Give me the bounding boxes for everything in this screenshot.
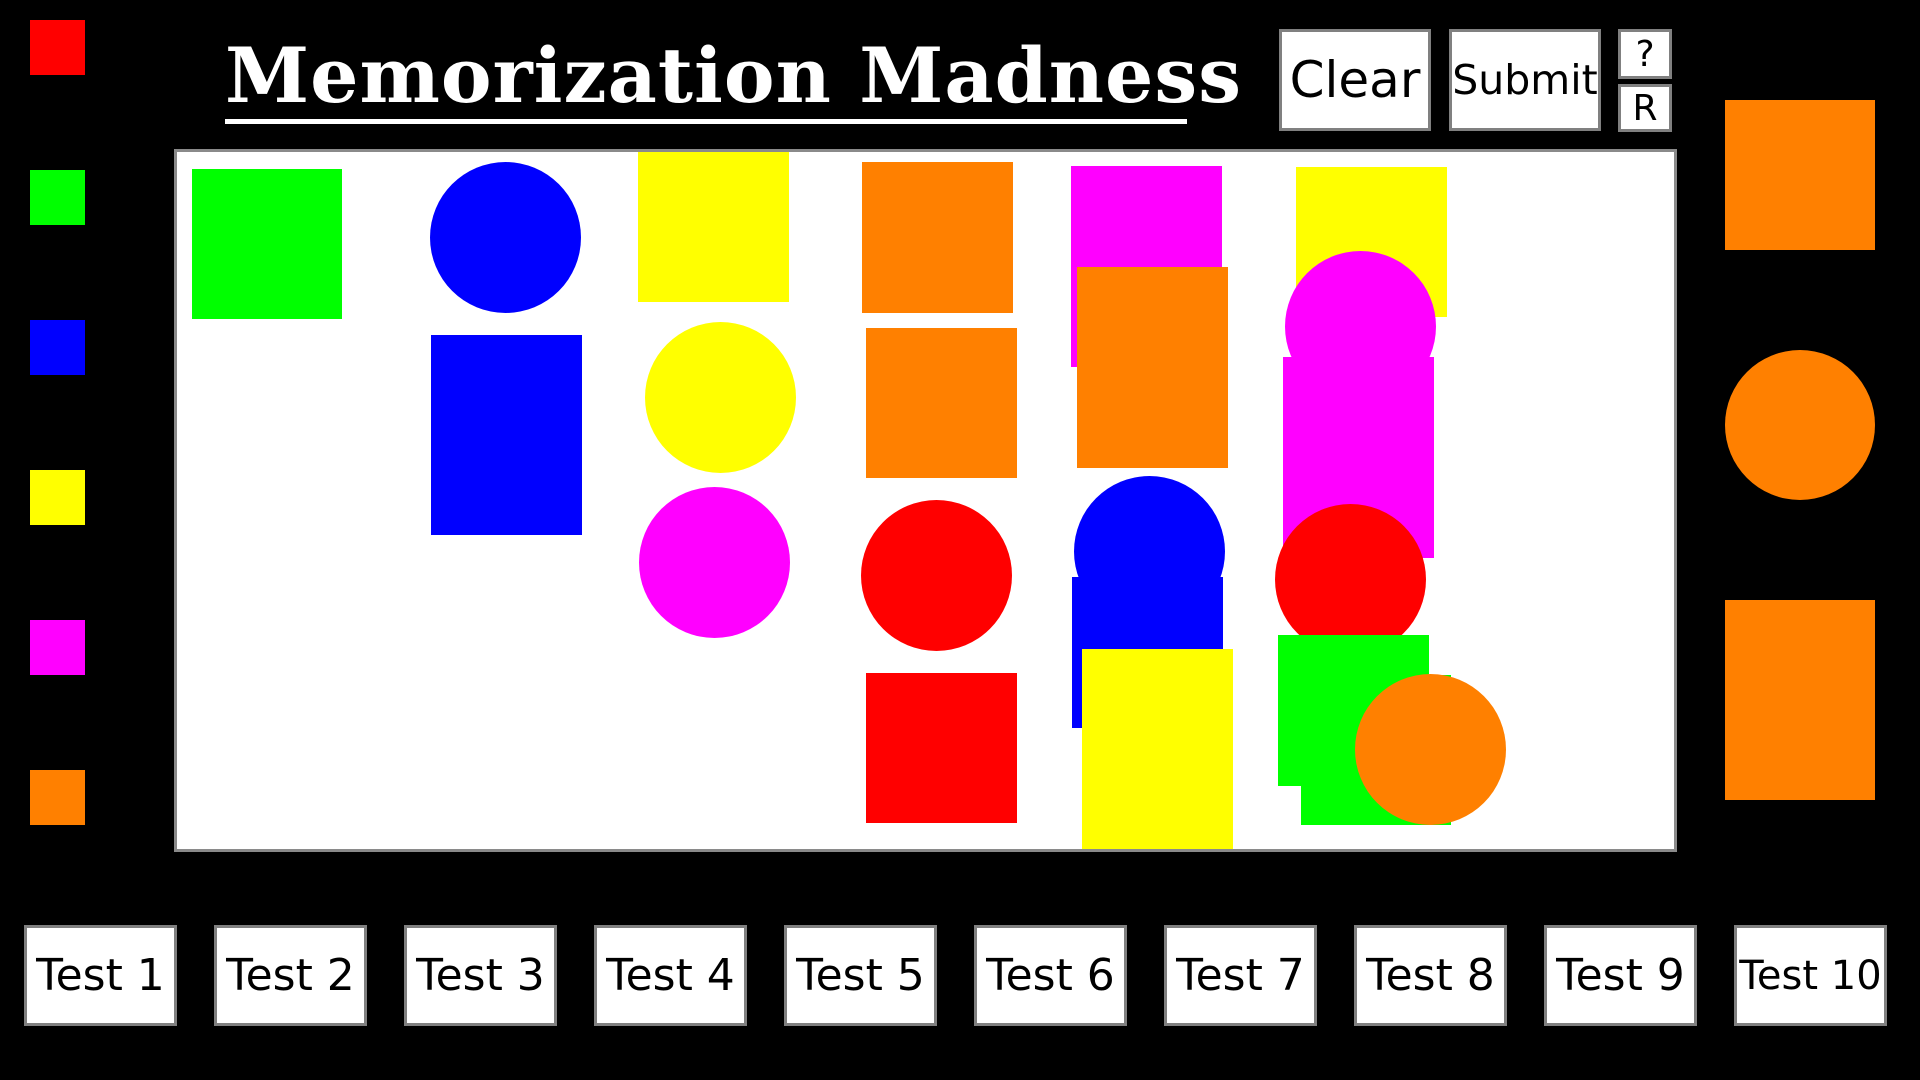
test-button-3[interactable]: Test 3 [404, 925, 557, 1026]
target-shape-rectangle [1725, 600, 1875, 800]
board-shape-orange-square[interactable] [862, 162, 1013, 313]
clear-button[interactable]: Clear [1279, 29, 1431, 131]
test-button-1[interactable]: Test 1 [24, 925, 177, 1026]
test-button-5[interactable]: Test 5 [784, 925, 937, 1026]
reset-button[interactable]: R [1618, 84, 1672, 132]
help-button[interactable]: ? [1618, 29, 1672, 79]
palette-swatch-green[interactable] [30, 170, 85, 225]
board-shape-orange-circle[interactable] [1355, 674, 1506, 825]
board-shape-blue-circle[interactable] [430, 162, 581, 313]
target-shape-square [1725, 100, 1875, 250]
board-shape-yellow-rectangle[interactable] [1082, 649, 1233, 849]
test-button-9[interactable]: Test 9 [1544, 925, 1697, 1026]
board-shape-yellow-square[interactable] [638, 152, 789, 302]
drawing-canvas[interactable] [174, 149, 1677, 852]
test-button-10[interactable]: Test 10 [1734, 925, 1887, 1026]
board-shape-red-circle[interactable] [1275, 504, 1426, 655]
palette-swatch-magenta[interactable] [30, 620, 85, 675]
palette-swatch-blue[interactable] [30, 320, 85, 375]
board-shape-green-square[interactable] [192, 169, 342, 319]
board-shape-magenta-circle[interactable] [639, 487, 790, 638]
test-button-6[interactable]: Test 6 [974, 925, 1127, 1026]
board-shape-orange-rectangle[interactable] [1077, 267, 1228, 468]
palette-swatch-red[interactable] [30, 20, 85, 75]
test-button-8[interactable]: Test 8 [1354, 925, 1507, 1026]
palette-swatch-orange[interactable] [30, 770, 85, 825]
board-shape-blue-rectangle[interactable] [431, 335, 582, 535]
title-underline [225, 119, 1187, 124]
submit-button[interactable]: Submit [1449, 29, 1601, 131]
palette-swatch-yellow[interactable] [30, 470, 85, 525]
test-button-7[interactable]: Test 7 [1164, 925, 1317, 1026]
test-button-4[interactable]: Test 4 [594, 925, 747, 1026]
page-title: Memorization Madness [225, 31, 1242, 120]
board-shape-red-square[interactable] [866, 673, 1017, 823]
test-button-2[interactable]: Test 2 [214, 925, 367, 1026]
board-shape-red-circle[interactable] [861, 500, 1012, 651]
target-shape-circle [1725, 350, 1875, 500]
board-shape-orange-square[interactable] [866, 328, 1017, 478]
board-shape-yellow-circle[interactable] [645, 322, 796, 473]
